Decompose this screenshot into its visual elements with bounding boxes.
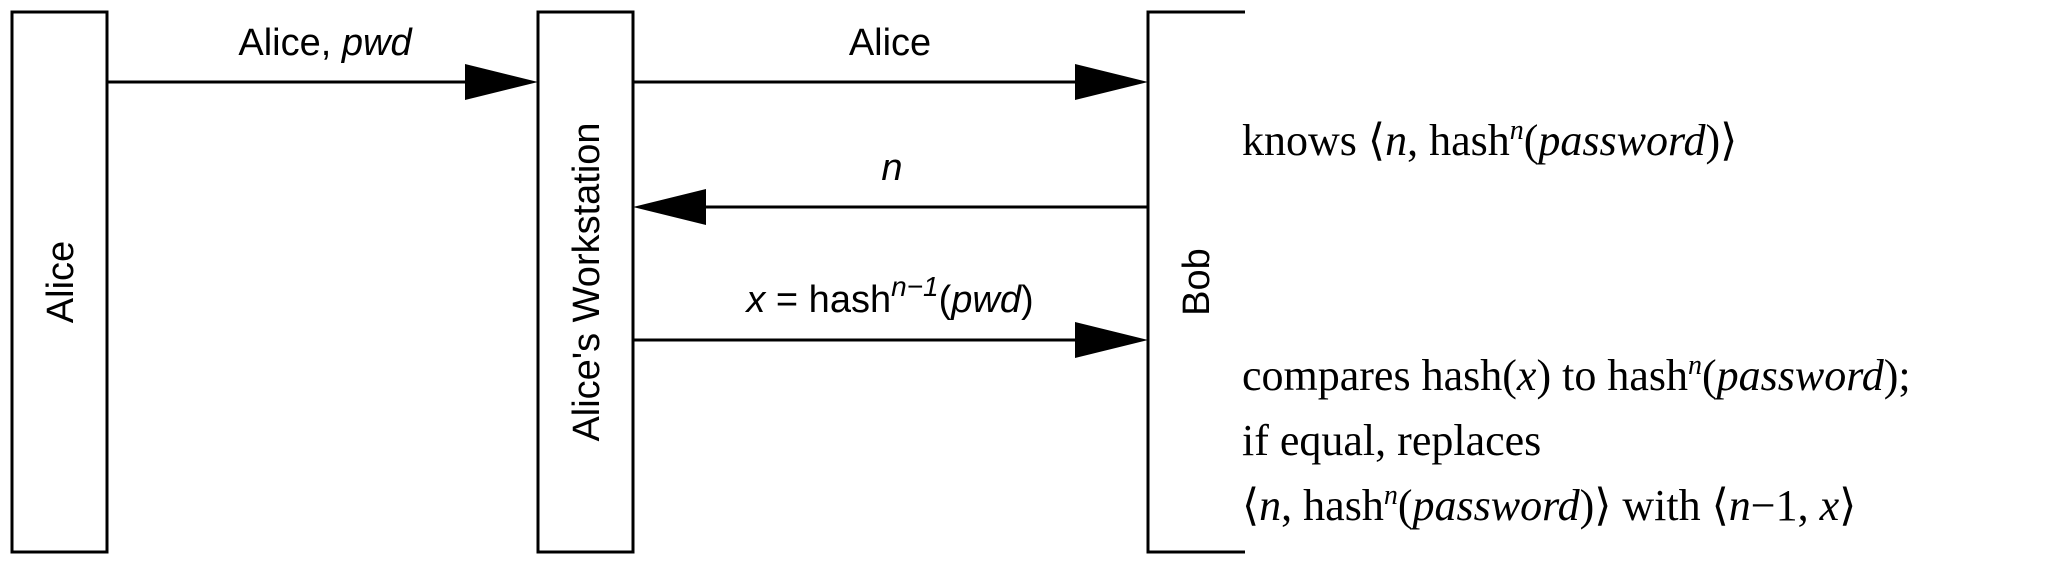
arrowhead-right-icon — [1075, 322, 1148, 358]
note-compare: compares hash(x) to hashn(password); if … — [1242, 350, 1911, 530]
arrowhead-right-icon — [465, 64, 538, 100]
note-compare-line2: if equal, replaces — [1242, 416, 1541, 465]
message-alice-pwd: Alice, pwd — [107, 22, 538, 100]
message-x-hash: x = hashn−1(pwd) — [633, 271, 1148, 358]
message-label: Alice, pwd — [238, 22, 413, 64]
alice-box: Alice — [10, 10, 109, 554]
message-alice: Alice — [633, 22, 1148, 100]
message-label: Alice — [849, 22, 931, 64]
workstation-label: Alice's Workstation — [566, 122, 608, 441]
arrowhead-left-icon — [633, 189, 706, 225]
note-compare-line1: compares hash(x) to hashn(password); — [1242, 350, 1911, 400]
message-label: x = hashn−1(pwd) — [744, 271, 1033, 321]
message-n: n — [633, 147, 1148, 225]
bob-box: Bob — [1146, 10, 1245, 554]
workstation-box: Alice's Workstation — [536, 10, 635, 554]
arrowhead-right-icon — [1075, 64, 1148, 100]
bob-label: Bob — [1176, 248, 1218, 316]
note-compare-line3: ⟨n, hashn(password)⟩ with ⟨n−1, x⟩ — [1242, 480, 1856, 530]
alice-label: Alice — [40, 241, 82, 323]
message-label: n — [881, 147, 902, 189]
note-knows: knows ⟨n, hashn(password)⟩ — [1242, 115, 1737, 165]
